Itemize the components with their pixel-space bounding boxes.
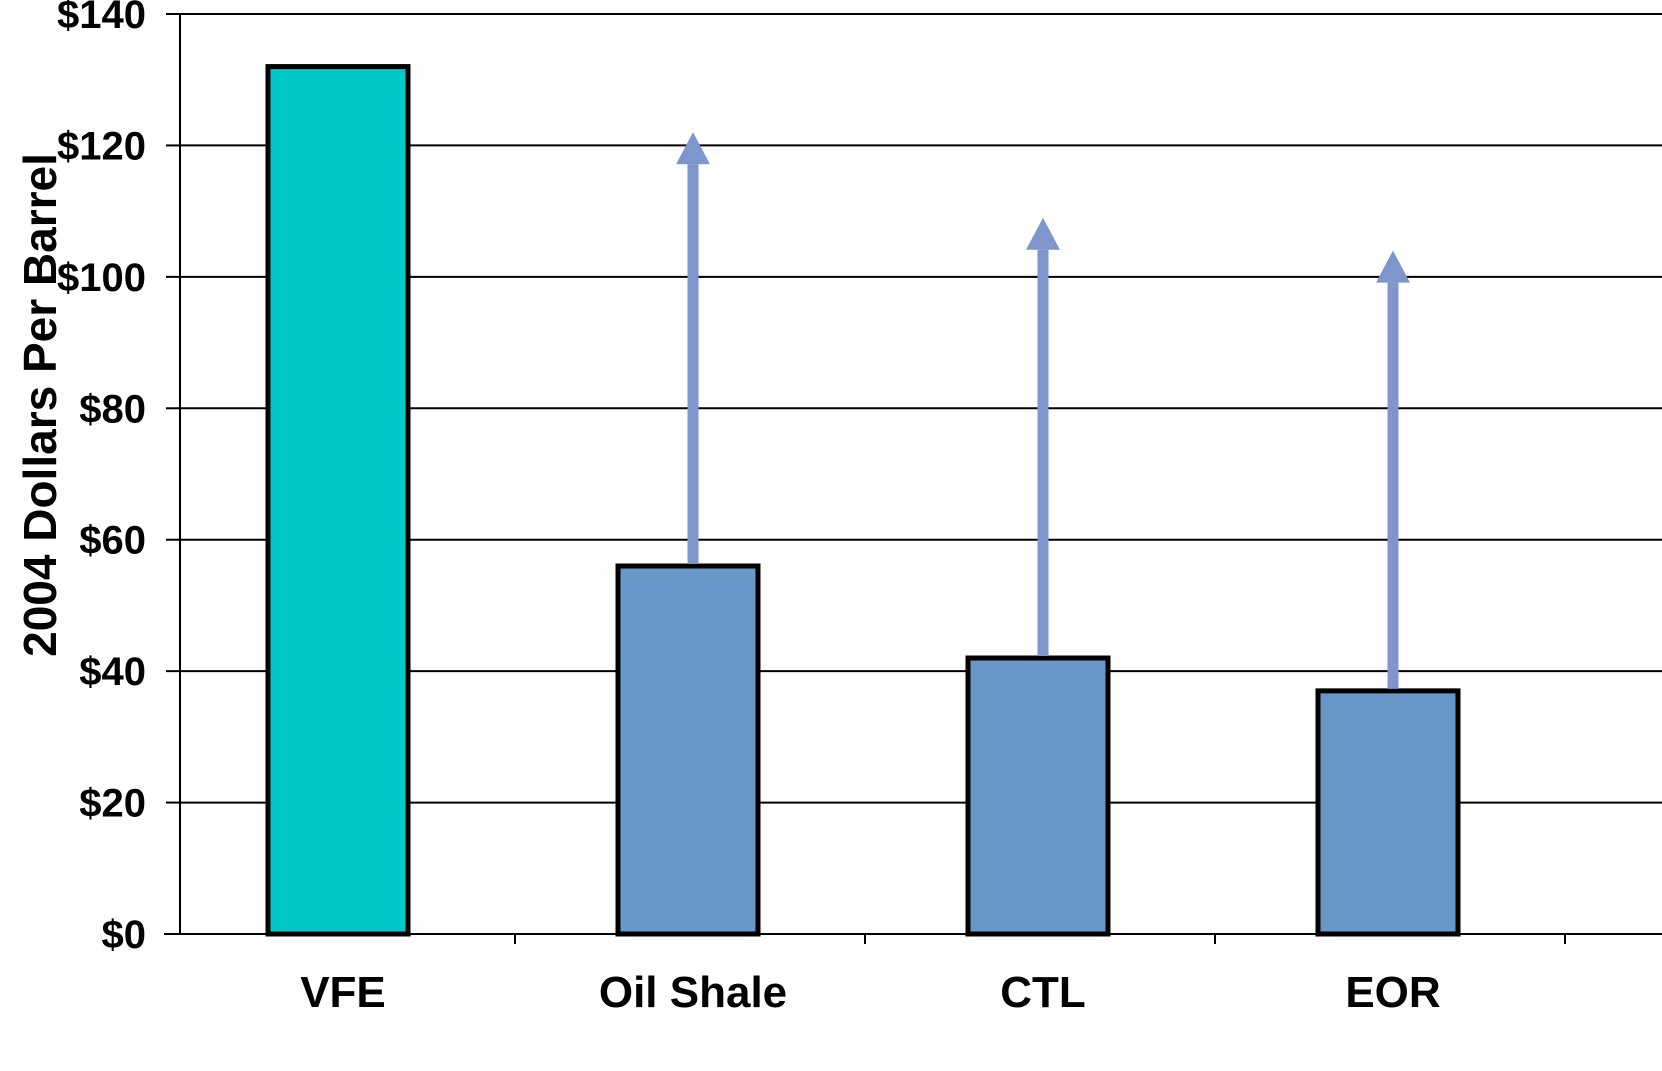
y-tick-label: $100 — [57, 256, 146, 300]
x-category-label: EOR — [1345, 968, 1440, 1017]
bar — [265, 64, 411, 937]
bar — [615, 563, 761, 937]
y-tick-label: $40 — [79, 650, 146, 694]
x-category-labels: VFE Oil Shale CTL EOR — [300, 968, 1440, 1017]
y-tick-label: $0 — [102, 913, 147, 957]
gridlines — [180, 13, 1662, 804]
y-tick-label: $60 — [79, 519, 146, 563]
bar — [1315, 688, 1461, 937]
x-category-label: Oil Shale — [599, 968, 787, 1017]
range-arrow-head — [676, 132, 710, 165]
bars — [265, 64, 1461, 937]
range-arrow-head — [1026, 217, 1060, 250]
x-category-label: VFE — [300, 968, 386, 1017]
y-tick-label: $20 — [79, 782, 146, 826]
y-axis-title: 2004 Dollars Per Barrel — [14, 153, 66, 657]
x-category-label: CTL — [1000, 968, 1086, 1017]
y-tick-labels: $0 $20 $40 $60 $80 $100 $120 $140 — [57, 0, 146, 957]
range-arrows — [676, 132, 1410, 689]
y-tick-label: $140 — [57, 0, 146, 37]
range-arrow-head — [1376, 250, 1410, 283]
y-tick-label: $120 — [57, 124, 146, 168]
bar — [965, 655, 1111, 937]
y-tick-label: $80 — [79, 387, 146, 431]
